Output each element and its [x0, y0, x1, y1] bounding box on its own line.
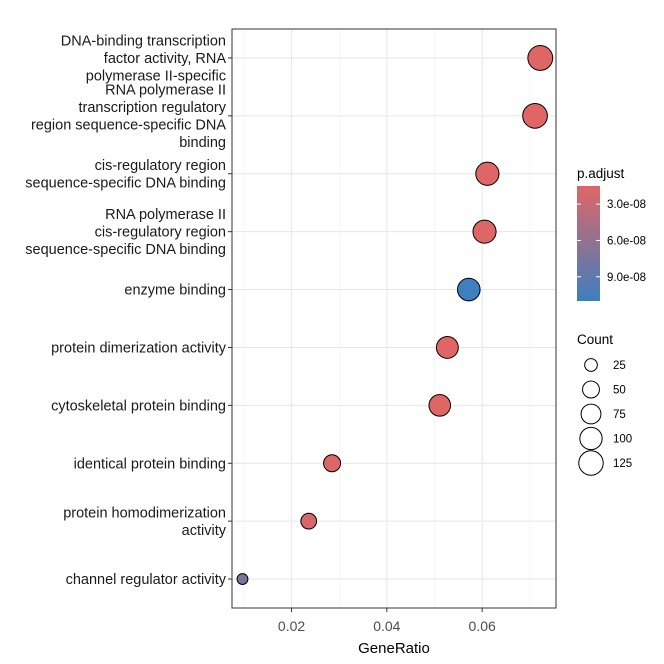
y-tick-label: RNA polymerase II transcription regulator…	[31, 83, 227, 152]
count-legend-circle	[578, 450, 604, 476]
data-point	[527, 45, 554, 71]
y-tick-label: protein homodimerization activity	[63, 505, 227, 539]
count-legend-circle	[579, 426, 603, 451]
y-tick-label: DNA-binding transcription factor activity…	[61, 33, 227, 84]
data-point	[236, 573, 249, 585]
p-adjust-legend-title: p.adjust	[577, 166, 625, 181]
y-tick-label: protein dimerization activity	[51, 340, 227, 356]
y-tick-label: cis-regulatory region sequence-specific D…	[25, 158, 226, 192]
y-tick-label: RNA polymerase II cis-regulatory region se…	[25, 207, 226, 258]
data-point	[323, 454, 342, 473]
count-legend-label: 75	[613, 409, 626, 421]
count-legend-label: 100	[613, 434, 632, 446]
y-tick-label: identical protein binding	[74, 456, 226, 472]
color-bar-label: 6.0e-08	[607, 235, 646, 247]
color-bar-label: 9.0e-08	[607, 272, 646, 284]
count-legend: Count 25 50 75 100 125	[577, 332, 632, 476]
grid-lines	[232, 29, 556, 608]
count-legend-circle	[582, 380, 600, 399]
data-point	[475, 161, 500, 186]
plot-panel-border	[231, 28, 557, 609]
count-legend-label: 50	[613, 385, 626, 397]
count-legend-circle	[580, 403, 602, 425]
count-legend-title: Count	[577, 332, 613, 347]
y-tick-label: channel regulator activity	[66, 572, 227, 588]
data-point	[428, 394, 452, 417]
x-axis: 0.02 0.04 0.06	[278, 608, 496, 634]
p-adjust-color-bar	[577, 186, 600, 301]
y-axis: DNA-binding transcription factor activity…	[25, 33, 232, 588]
data-point	[300, 512, 318, 530]
x-tick-label: 0.04	[373, 618, 400, 634]
data-point	[522, 103, 548, 129]
data-points	[236, 45, 554, 585]
x-axis-title: GeneRatio	[358, 640, 430, 657]
p-adjust-legend: p.adjust 3.0e-08 6.0e-08 9.0e-08	[577, 166, 646, 301]
x-tick-label: 0.02	[278, 618, 305, 634]
x-tick-label: 0.06	[469, 618, 496, 634]
y-tick-label: enzyme binding	[124, 283, 226, 299]
color-bar-label: 3.0e-08	[607, 199, 646, 211]
data-point	[457, 277, 481, 302]
data-point	[472, 219, 497, 244]
y-tick-label: cytoskeletal protein binding	[51, 398, 226, 414]
count-legend-circle	[584, 358, 598, 372]
data-point	[435, 336, 459, 359]
count-legend-label: 125	[613, 458, 632, 470]
count-legend-label: 25	[613, 360, 626, 372]
